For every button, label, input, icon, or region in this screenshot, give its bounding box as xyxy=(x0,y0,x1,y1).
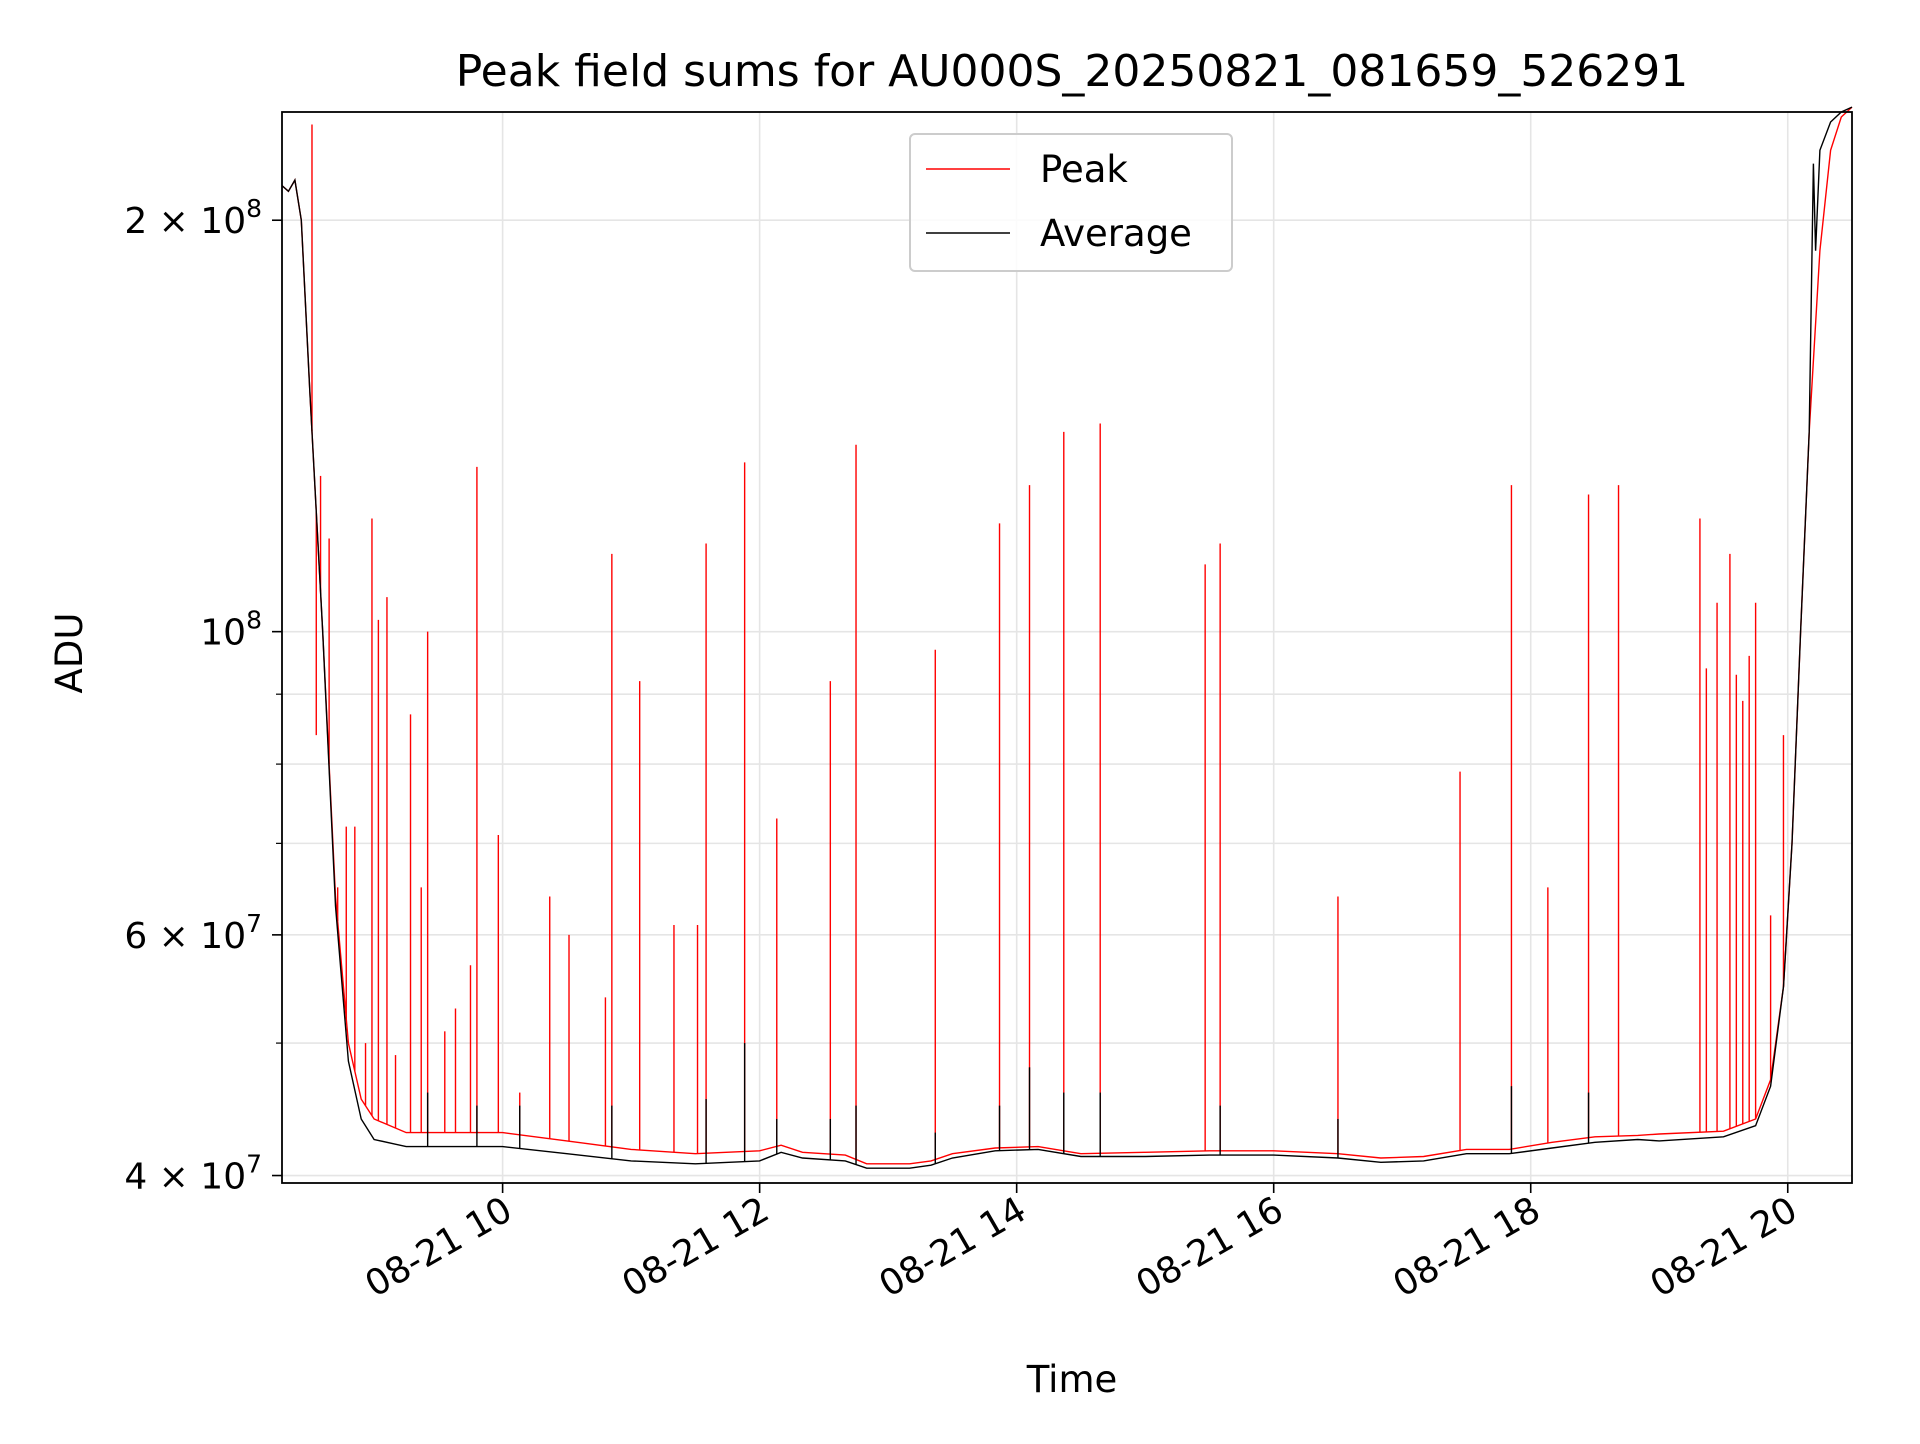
y-tick-label-base: 6 × 10 xyxy=(124,916,246,957)
y-tick-label: 108 xyxy=(200,606,262,654)
legend-label-average: Average xyxy=(1040,212,1192,255)
legend-label-peak: Peak xyxy=(1040,148,1128,191)
plot-data xyxy=(281,106,1853,1169)
y-tick-label-exponent: 7 xyxy=(246,909,262,938)
y-tick-label-base: 4 × 10 xyxy=(124,1157,246,1198)
grid xyxy=(282,112,1852,1183)
y-tick-label-base: 10 xyxy=(200,613,246,654)
y-tick-label-exponent: 8 xyxy=(246,194,262,223)
legend: Peak Average xyxy=(909,133,1233,272)
y-tick-label: 4 × 107 xyxy=(124,1150,262,1198)
chart-title: Peak field sums for AU000S_20250821_0816… xyxy=(456,46,1689,97)
y-tick-label-exponent: 8 xyxy=(246,606,262,635)
x-axis-label: Time xyxy=(1026,1358,1118,1401)
series-average-line xyxy=(281,106,1853,1169)
series-peak-line xyxy=(281,106,1853,1165)
y-tick-label: 2 × 108 xyxy=(124,194,262,242)
y-tick-label: 6 × 107 xyxy=(124,909,262,957)
y-tick-label-base: 2 × 10 xyxy=(124,201,246,242)
plot-frame xyxy=(281,111,1853,1184)
y-axis-label: ADU xyxy=(48,613,91,694)
y-tick-label-exponent: 7 xyxy=(246,1150,262,1179)
